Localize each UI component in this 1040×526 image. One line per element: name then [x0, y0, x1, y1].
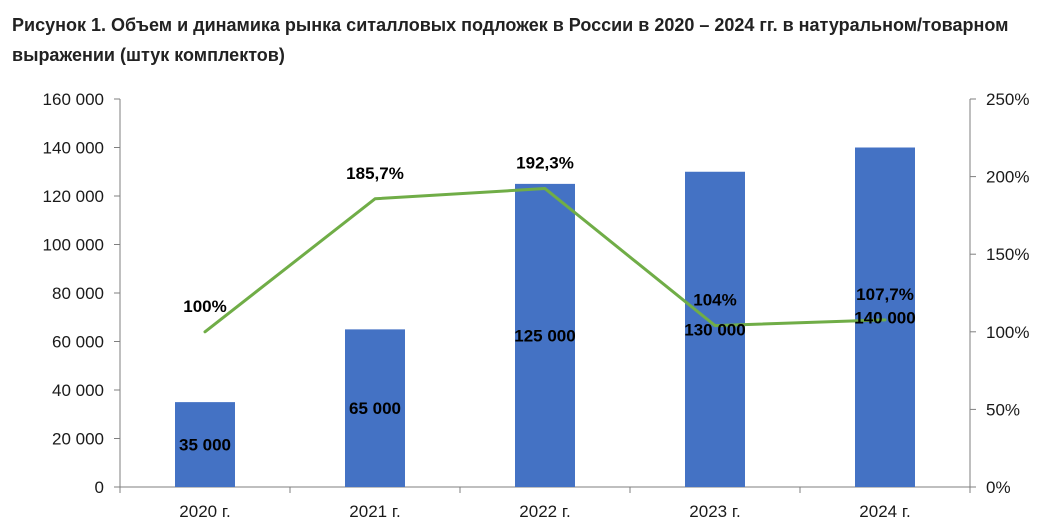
x-axis-tick-label: 2021 г. — [349, 502, 400, 521]
left-axis-tick-label: 60 000 — [52, 333, 104, 352]
left-axis-tick-label: 40 000 — [52, 381, 104, 400]
x-axis-tick-label: 2023 г. — [689, 502, 740, 521]
right-axis-tick-label: 0% — [986, 478, 1011, 497]
right-axis-tick-label: 150% — [986, 245, 1029, 264]
x-axis-tick-label: 2022 г. — [519, 502, 570, 521]
left-axis-tick-label: 160 000 — [43, 90, 104, 109]
right-axis-tick-label: 250% — [986, 90, 1029, 109]
bar — [515, 183, 575, 487]
left-axis-tick-label: 0 — [95, 478, 104, 497]
bar — [855, 147, 915, 487]
left-axis-tick-label: 100 000 — [43, 236, 104, 255]
left-axis-tick-label: 20 000 — [52, 430, 104, 449]
bar — [685, 171, 745, 487]
x-axis-tick-label: 2024 г. — [859, 502, 910, 521]
left-axis-tick-label: 140 000 — [43, 139, 104, 158]
bar-data-label: 65 000 — [349, 399, 401, 418]
right-axis-tick-label: 200% — [986, 168, 1029, 187]
line-data-label: 107,7% — [856, 285, 914, 304]
bar-data-label: 125 000 — [514, 326, 575, 345]
left-axis-tick-label: 80 000 — [52, 284, 104, 303]
right-axis-tick-label: 50% — [986, 400, 1020, 419]
line-data-label: 100% — [183, 297, 226, 316]
left-axis-tick-label: 120 000 — [43, 187, 104, 206]
x-axis-tick-label: 2020 г. — [179, 502, 230, 521]
chart-title: Рисунок 1. Объем и динамика рынка ситалл… — [12, 15, 1009, 65]
line-data-label: 185,7% — [346, 164, 404, 183]
right-axis-tick-label: 100% — [986, 323, 1029, 342]
line-data-label: 104% — [693, 291, 736, 310]
bar — [345, 329, 405, 487]
bar-data-label: 140 000 — [854, 308, 915, 327]
bar-data-label: 35 000 — [179, 436, 231, 455]
line-data-label: 192,3% — [516, 154, 574, 173]
bar-data-label: 130 000 — [684, 320, 745, 339]
bar — [175, 402, 235, 487]
